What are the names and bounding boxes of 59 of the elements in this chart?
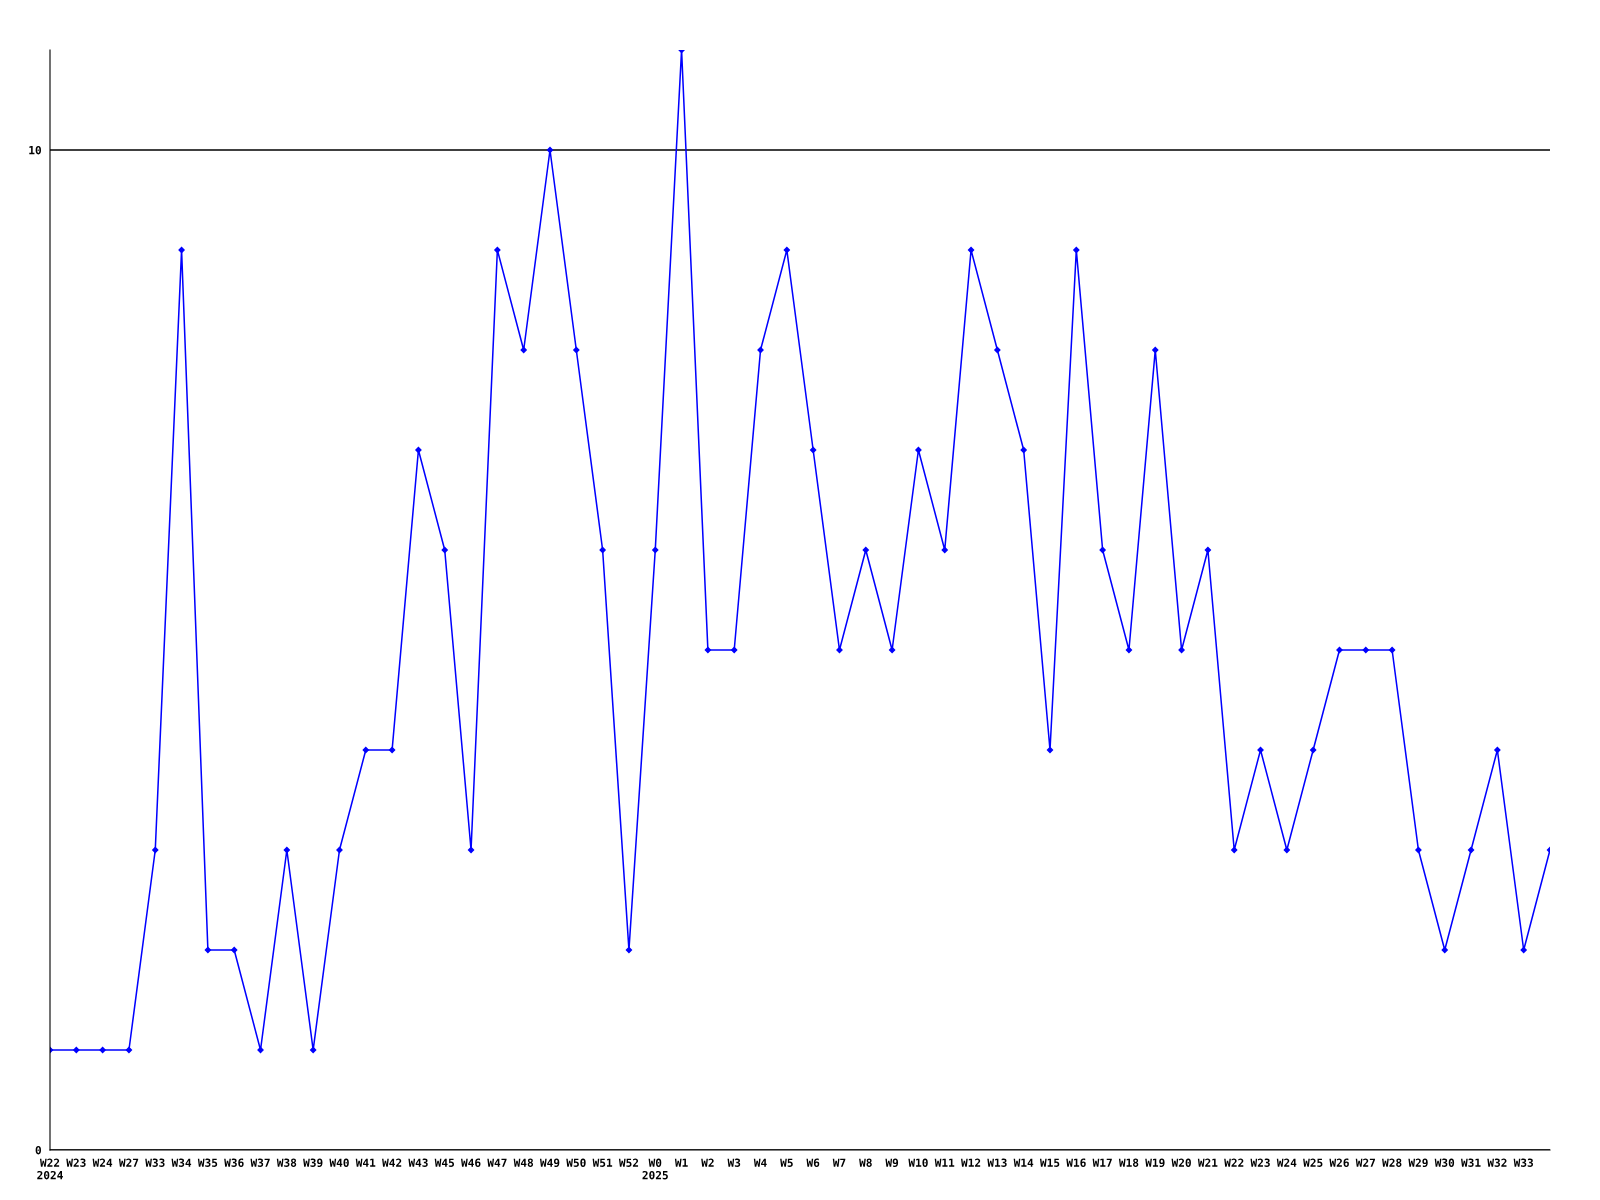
x-tick-label: W15 — [1039, 1158, 1060, 1167]
x-tick-label: W21 — [1197, 1158, 1218, 1167]
x-tick-label: W26 — [1329, 1158, 1349, 1167]
x-tick-label: W29 — [1408, 1158, 1428, 1167]
x-tick-label: W47 — [487, 1158, 507, 1167]
x-tick-label: W22 2024 — [37, 1158, 63, 1180]
x-tick-label: W32 — [1487, 1158, 1507, 1167]
x-tick-label: W22 — [1224, 1158, 1244, 1167]
x-tick-label: W42 — [382, 1158, 402, 1167]
x-tick-label: W5 — [780, 1158, 793, 1167]
x-tick-label: W4 — [753, 1158, 767, 1167]
x-tick-label: W6 — [806, 1158, 820, 1167]
x-tick-label: W35 — [197, 1158, 218, 1167]
x-tick-label: W33 — [1513, 1158, 1533, 1167]
x-tick-label: W46 — [461, 1158, 481, 1167]
y-tick-label: 0 — [35, 1145, 41, 1155]
x-tick-label: W27 — [1355, 1158, 1375, 1167]
x-tick-label: W1 — [674, 1158, 688, 1167]
x-tick-label: W41 — [355, 1158, 376, 1167]
x-tick-label: W16 — [1066, 1158, 1086, 1167]
x-tick-label: W27 — [118, 1158, 139, 1167]
x-tick-label: W34 — [171, 1158, 192, 1167]
x-tick-label: W36 — [224, 1158, 244, 1167]
x-tick-label: W18 — [1118, 1158, 1139, 1167]
x-tick-label: W28 — [1382, 1158, 1402, 1167]
x-tick-label: W0 2025 — [642, 1158, 668, 1180]
x-tick-label: W24 — [1276, 1158, 1297, 1167]
x-tick-label: W38 — [276, 1158, 297, 1167]
x-tick-label: W9 — [885, 1158, 899, 1167]
x-tick-label: W31 — [1461, 1158, 1481, 1167]
x-tick-label: W30 — [1434, 1158, 1455, 1167]
x-tick-label: W45 — [434, 1158, 455, 1167]
x-tick-label: W33 — [145, 1158, 165, 1167]
x-tick-label: W51 — [592, 1158, 613, 1167]
x-tick-label: W49 — [539, 1158, 560, 1167]
x-tick-label: W11 — [934, 1158, 955, 1167]
x-tick-label: W37 — [250, 1158, 270, 1167]
x-tick-label: W39 — [303, 1158, 323, 1167]
x-tick-label: W24 — [92, 1158, 113, 1167]
x-tick-label: W19 — [1145, 1158, 1165, 1167]
x-tick-label: W3 — [727, 1158, 741, 1167]
x-tick-label: W50 — [566, 1158, 586, 1167]
x-tick-label: W17 — [1092, 1158, 1112, 1167]
x-tick-label: W23 — [66, 1158, 86, 1167]
x-tick-label: W40 — [329, 1158, 349, 1167]
x-tick-label: W43 — [408, 1158, 428, 1167]
x-tick-label: W2 — [701, 1158, 714, 1167]
x-tick-label: W20 — [1171, 1158, 1191, 1167]
x-tick-label: W13 — [987, 1158, 1007, 1167]
x-tick-label: W10 — [908, 1158, 928, 1167]
x-tick-label: W52 — [618, 1158, 639, 1167]
x-tick-label: W7 — [832, 1158, 846, 1167]
x-tick-label: W25 — [1303, 1158, 1323, 1167]
y-tick-label: 10 — [29, 145, 41, 155]
x-tick-label: W14 — [1013, 1158, 1034, 1167]
x-tick-label: W12 — [961, 1158, 981, 1167]
x-tick-label: W48 — [513, 1158, 534, 1167]
x-tick-label: W23 — [1250, 1158, 1270, 1167]
x-tick-label: W8 — [859, 1158, 872, 1167]
